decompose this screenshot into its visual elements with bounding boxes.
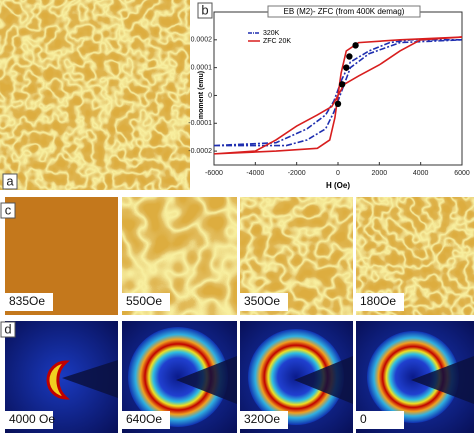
x-tick-label: -6000 bbox=[205, 170, 223, 177]
panel-label-box bbox=[2, 173, 18, 190]
label-box bbox=[240, 293, 288, 311]
y-tick-label: 0 bbox=[208, 92, 212, 99]
label-box bbox=[5, 293, 53, 311]
chart-title: EB (M2)- ZFC (from 400K demag) bbox=[284, 7, 405, 16]
image-label: 0 bbox=[360, 412, 367, 426]
image-label: 835Oe bbox=[9, 294, 45, 308]
panel-label: c bbox=[5, 202, 12, 217]
label-box bbox=[122, 293, 170, 311]
x-tick-label: 6000 bbox=[454, 170, 470, 177]
image-label: 320Oe bbox=[244, 412, 280, 426]
panel-label: d bbox=[4, 321, 11, 336]
image-label: 350Oe bbox=[244, 294, 280, 308]
image-label: 640Oe bbox=[126, 412, 162, 426]
label-box bbox=[5, 411, 53, 429]
panel-label: b bbox=[201, 2, 208, 17]
label-box bbox=[122, 411, 170, 429]
data-point bbox=[338, 81, 346, 88]
label-box bbox=[240, 411, 288, 429]
data-point bbox=[343, 64, 350, 71]
image-d4 bbox=[356, 321, 474, 433]
image-label: 550Oe bbox=[126, 294, 162, 308]
series-line bbox=[213, 39, 463, 147]
x-tick-label: -4000 bbox=[246, 170, 264, 177]
y-tick-label: 0.0002 bbox=[191, 37, 213, 44]
x-tick-label: -2000 bbox=[288, 170, 306, 177]
panel-label-box bbox=[0, 321, 16, 338]
y-tick-label: -0.0001 bbox=[188, 120, 212, 127]
x-axis-label: H (Oe) bbox=[326, 181, 350, 190]
x-tick-label: 0 bbox=[336, 170, 340, 177]
label-box bbox=[356, 411, 404, 429]
legend-label: 320K bbox=[263, 30, 280, 37]
image-d3 bbox=[240, 321, 353, 433]
label-box bbox=[356, 293, 404, 311]
x-tick-label: 2000 bbox=[372, 170, 388, 177]
title-box bbox=[267, 5, 421, 18]
y-tick-label: 0.0001 bbox=[191, 64, 213, 71]
data-point bbox=[346, 53, 353, 60]
x-tick-label: 4000 bbox=[413, 170, 429, 177]
image-label: 4000 Oe bbox=[9, 412, 55, 426]
panel-label-box bbox=[0, 202, 16, 219]
y-axis-label: moment (emu) bbox=[198, 71, 205, 119]
panel-label: a bbox=[6, 173, 14, 188]
y-tick-label: -0.0002 bbox=[188, 148, 212, 155]
image-a bbox=[0, 0, 190, 190]
series-line bbox=[213, 36, 463, 155]
panel-label-box bbox=[197, 2, 213, 19]
legend-label: ZFC 20K bbox=[263, 38, 291, 45]
image-label: 180Oe bbox=[360, 294, 396, 308]
data-point bbox=[334, 100, 342, 108]
data-point bbox=[352, 42, 359, 49]
